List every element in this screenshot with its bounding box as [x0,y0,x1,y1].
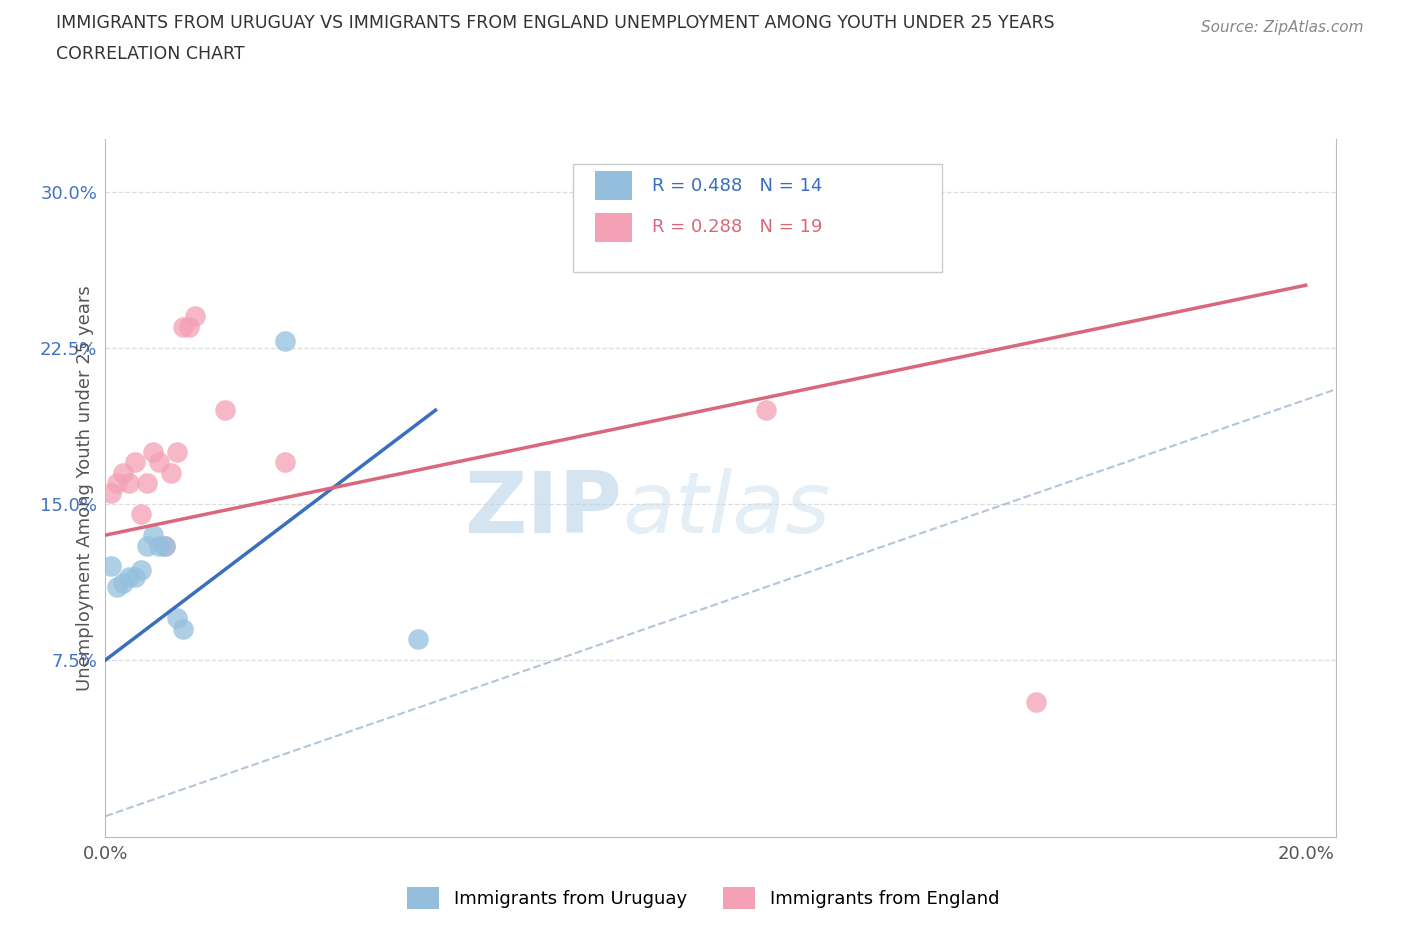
Point [100,486,122,501]
Point [166,445,188,459]
Point [179,319,201,334]
Point [142,527,165,542]
Point [274,455,297,470]
Point [124,569,146,584]
Point [160,465,183,480]
Y-axis label: Unemployment Among Youth under 25 years: Unemployment Among Youth under 25 years [76,286,94,691]
Point [131,563,153,578]
Point [166,611,188,626]
Bar [595,171,633,200]
Point [118,569,141,584]
Point [112,465,135,480]
Point [1025,694,1047,709]
Point [100,559,122,574]
Point [118,475,141,490]
Point [148,455,170,470]
Point [274,334,297,349]
Point [214,403,236,418]
Point [155,538,177,553]
Point [136,475,159,490]
Legend: Immigrants from Uruguay, Immigrants from England: Immigrants from Uruguay, Immigrants from… [399,880,1007,916]
Point [107,579,129,594]
Point [155,538,177,553]
Text: Source: ZipAtlas.com: Source: ZipAtlas.com [1201,20,1364,35]
Point [136,538,159,553]
Point [107,475,129,490]
Point [184,309,207,324]
Text: IMMIGRANTS FROM URUGUAY VS IMMIGRANTS FROM ENGLAND UNEMPLOYMENT AMONG YOUTH UNDE: IMMIGRANTS FROM URUGUAY VS IMMIGRANTS FR… [56,14,1054,32]
Text: atlas: atlas [621,468,830,551]
Point [172,319,194,334]
Point [172,621,194,636]
Text: ZIP: ZIP [464,468,621,551]
Bar [595,213,633,242]
Point [406,631,429,646]
Point [124,455,146,470]
Point [131,507,153,522]
Point [148,538,170,553]
Point [755,403,778,418]
Text: R = 0.488   N = 14: R = 0.488 N = 14 [652,177,823,194]
Text: R = 0.288   N = 19: R = 0.288 N = 19 [652,219,823,236]
Text: CORRELATION CHART: CORRELATION CHART [56,45,245,62]
FancyBboxPatch shape [574,164,942,272]
Point [112,576,135,591]
Point [142,445,165,459]
